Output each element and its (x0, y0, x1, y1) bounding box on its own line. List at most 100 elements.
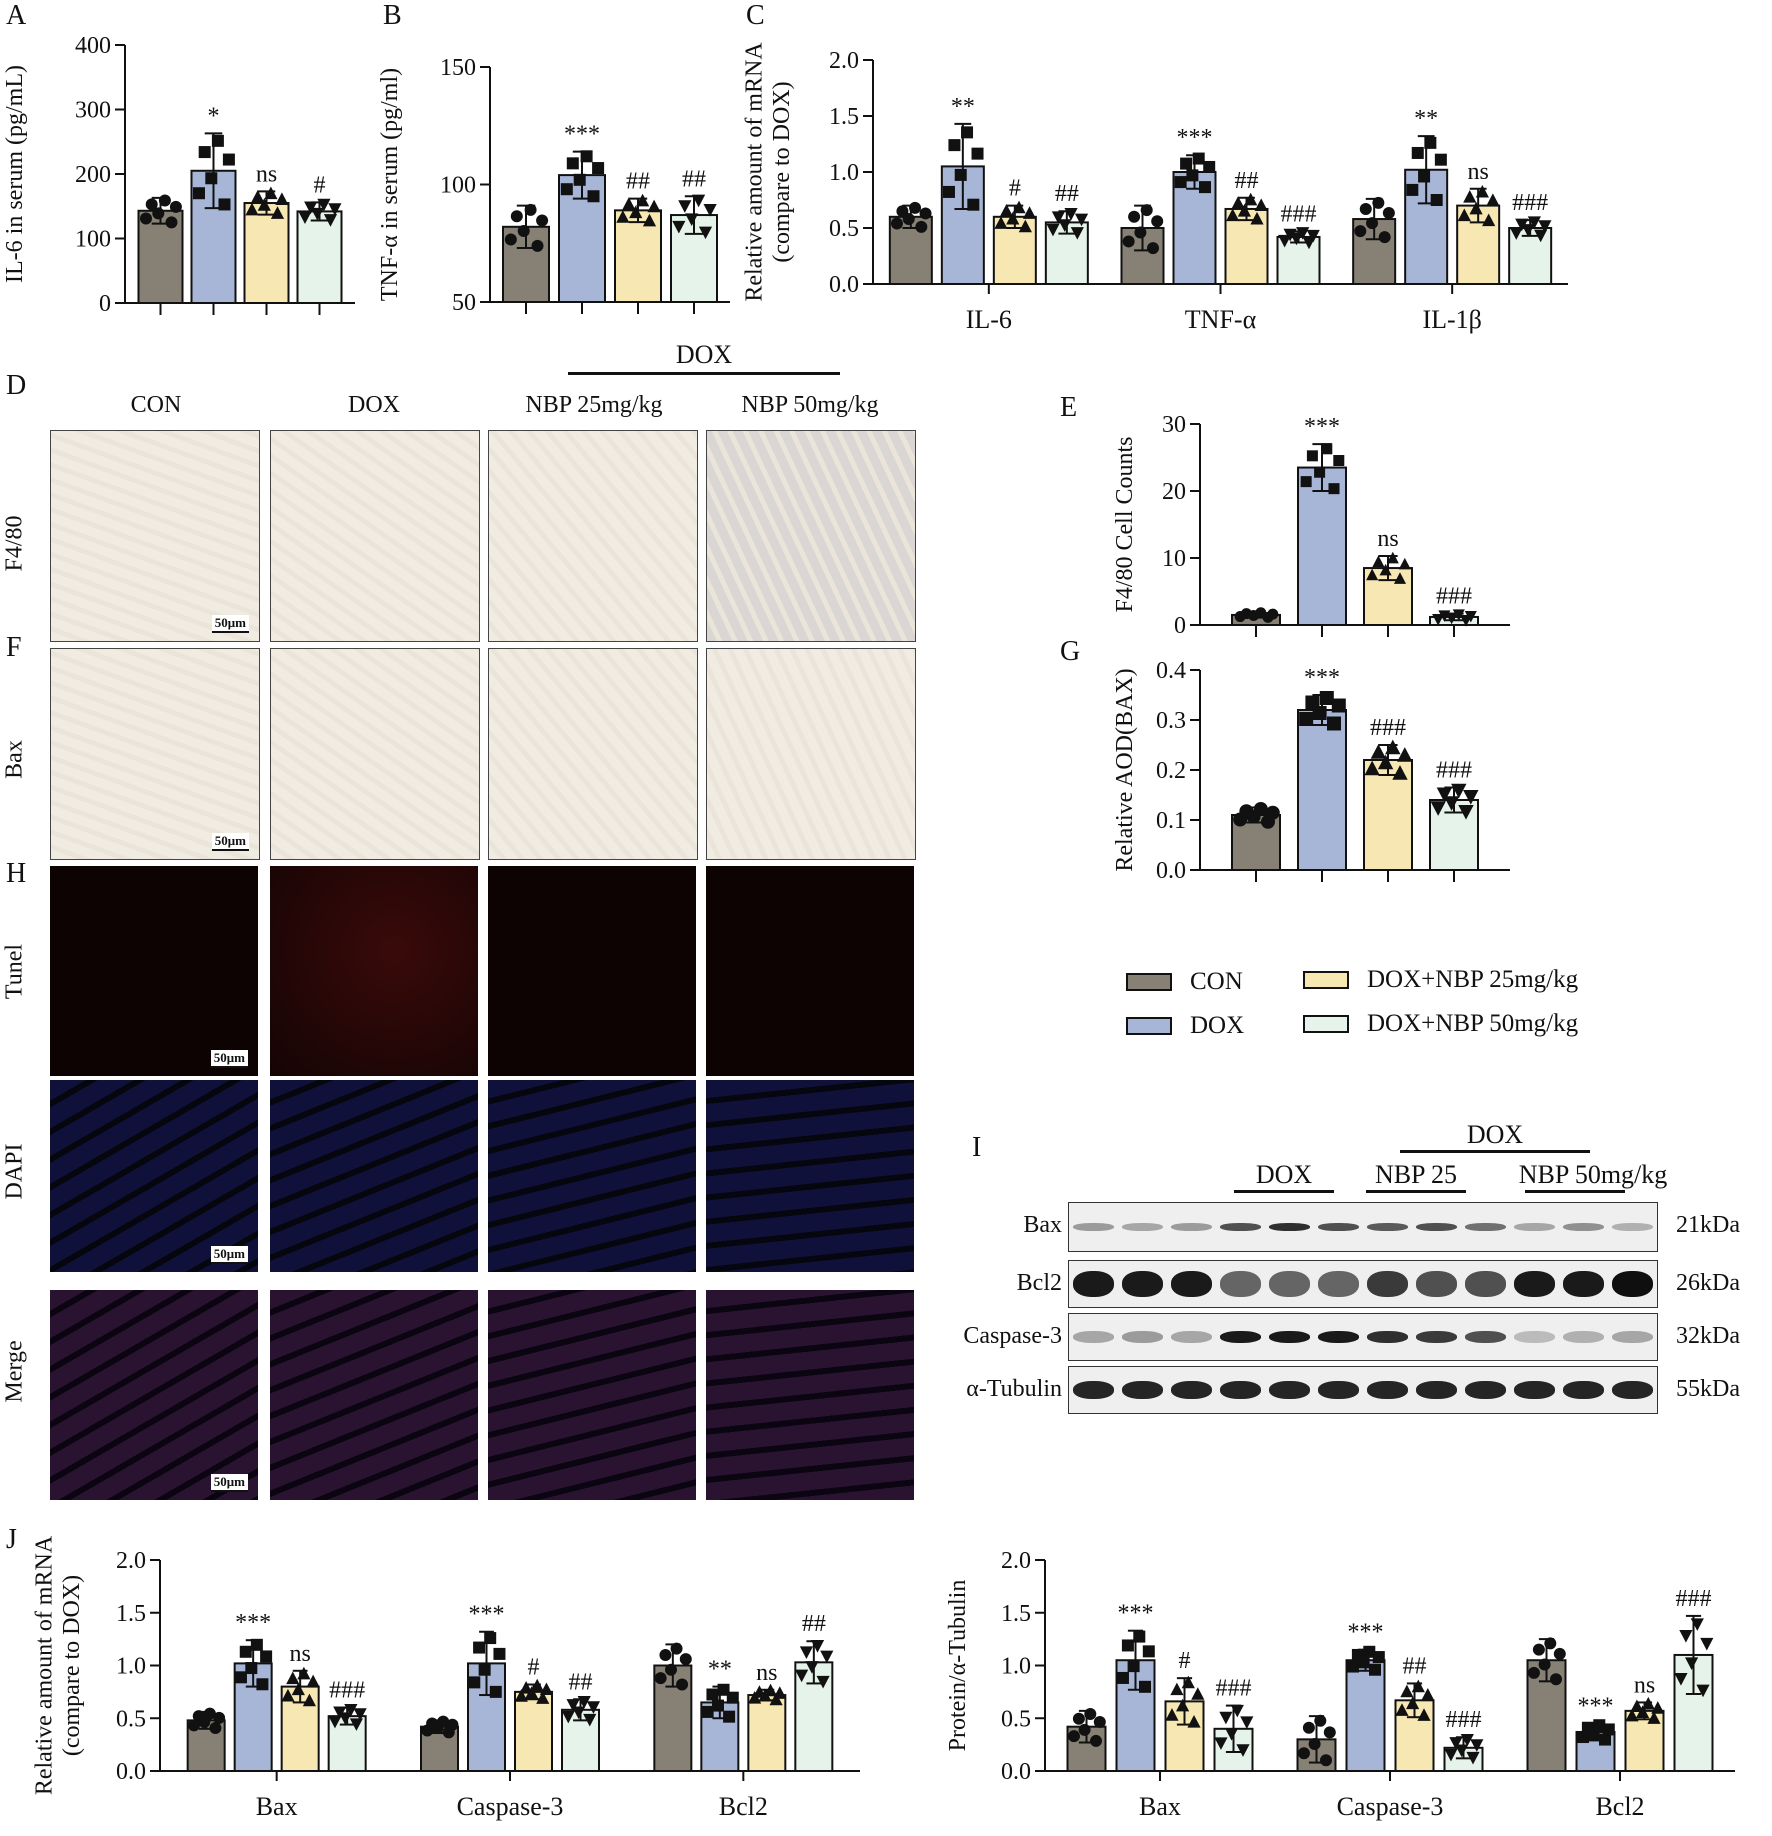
data-point (1449, 1737, 1463, 1750)
data-point (525, 1686, 539, 1699)
significance-label: ns (1467, 159, 1488, 185)
x-group-label: Bcl2 (719, 1792, 768, 1821)
wb-band (1612, 1223, 1653, 1231)
significance-label: ### (1436, 584, 1472, 610)
wb-band (1367, 1223, 1408, 1231)
panel-label-e: E (1060, 392, 1078, 423)
data-point (561, 1710, 575, 1724)
data-point (1434, 153, 1447, 166)
wb-group-line-dox (1234, 1190, 1334, 1193)
data-point (1133, 1630, 1146, 1643)
significance-label: ** (951, 94, 975, 120)
wb-band (1122, 1271, 1163, 1297)
data-point (239, 1645, 252, 1658)
data-point (328, 1715, 342, 1729)
y-tick-label: 0.0 (1156, 858, 1186, 884)
data-point (1240, 1716, 1254, 1730)
data-point (1331, 698, 1346, 713)
wb-band (1220, 1271, 1261, 1297)
data-point (1064, 208, 1078, 221)
wb-protein-label: Caspase-3 (963, 1323, 1062, 1349)
significance-label: ns (756, 1660, 777, 1686)
wb-band (1612, 1381, 1653, 1399)
wb-protein-label: α-Tubulin (966, 1376, 1062, 1402)
y-tick-label: 1.0 (1001, 1654, 1031, 1680)
data-point (616, 210, 630, 223)
y-tick-label: 0.5 (829, 216, 859, 242)
data-point (1532, 1643, 1545, 1656)
data-point (1176, 1698, 1190, 1712)
significance-label: *** (1304, 665, 1340, 691)
panel-label-h: H (6, 858, 27, 889)
data-point (711, 1699, 724, 1712)
data-point (1445, 612, 1458, 625)
micro-group-bracket-line (568, 372, 840, 375)
y-tick-label: 400 (75, 33, 111, 59)
data-point (1093, 1715, 1106, 1728)
data-point (577, 1695, 591, 1709)
data-point (816, 1675, 830, 1689)
significance-label: ## (1055, 181, 1079, 207)
micrograph-f480-con: 50μm (50, 430, 260, 642)
x-group-label: IL-6 (966, 305, 1012, 334)
data-point (1527, 216, 1541, 229)
chart-a: 0 100 200 300 400 IL-6 in serum (pg/mL) * ns # (2, 33, 355, 317)
y-tick-label: 0.0 (116, 1759, 146, 1785)
data-point (701, 1705, 714, 1718)
data-point (338, 1712, 352, 1726)
data-point (297, 1666, 311, 1680)
data-point (1378, 231, 1391, 244)
data-point (510, 210, 523, 223)
data-point (1602, 1723, 1615, 1736)
data-point (1372, 1651, 1385, 1664)
data-point (1593, 1719, 1606, 1732)
data-point (642, 213, 657, 227)
significance-label: ns (1377, 526, 1398, 552)
micro-row-dapi: DAPI (1, 1143, 28, 1200)
data-point (654, 1672, 667, 1685)
significance-label: ### (1281, 201, 1317, 227)
data-point (489, 1685, 502, 1698)
data-point (659, 1648, 672, 1661)
data-point (1046, 223, 1060, 237)
bar-dox (1297, 709, 1347, 871)
data-point (1432, 614, 1445, 626)
data-point (1320, 1754, 1332, 1767)
data-point (723, 1710, 736, 1723)
wb-band (1220, 1223, 1261, 1231)
micrograph-merge-nbp25 (488, 1290, 696, 1500)
data-point (187, 1719, 200, 1732)
bar-nbp25 (614, 209, 662, 304)
legend-label-nbp50: DOX+NBP 50mg/kg (1367, 1010, 1579, 1037)
data-point (909, 201, 922, 214)
y-axis-label: Relative AOD(BAX) (1112, 668, 1138, 871)
x-group-label: Bax (256, 1792, 298, 1821)
data-point (257, 198, 271, 211)
wb-band (1269, 1381, 1310, 1399)
significance-label: # (1009, 176, 1021, 202)
data-point (967, 198, 980, 211)
data-point (1486, 193, 1500, 206)
panel-label-c: C (746, 0, 765, 31)
data-point (1067, 1730, 1080, 1743)
data-point (302, 1693, 317, 1707)
data-point (1219, 1711, 1233, 1725)
micrograph-f480-dox (270, 430, 480, 642)
data-point (622, 197, 636, 210)
micrograph-bax-nbp50 (706, 648, 916, 860)
micrograph-tunel-con: 50μm (50, 866, 258, 1076)
data-point (1382, 206, 1395, 219)
data-point (1460, 1733, 1474, 1747)
data-point (1180, 157, 1193, 170)
wb-band (1367, 1271, 1408, 1297)
scale-bar-label: 50μm (210, 1246, 248, 1264)
data-point (1012, 200, 1026, 214)
y-tick-label: 20 (1162, 479, 1186, 505)
data-point (676, 1678, 689, 1691)
data-point (820, 1650, 834, 1664)
wb-band (1563, 1223, 1604, 1231)
data-point (1070, 227, 1084, 240)
legend-nbp25: DOX+NBP 25mg/kg (1303, 966, 1578, 994)
data-point (1181, 1675, 1195, 1689)
wb-band (1220, 1381, 1261, 1399)
